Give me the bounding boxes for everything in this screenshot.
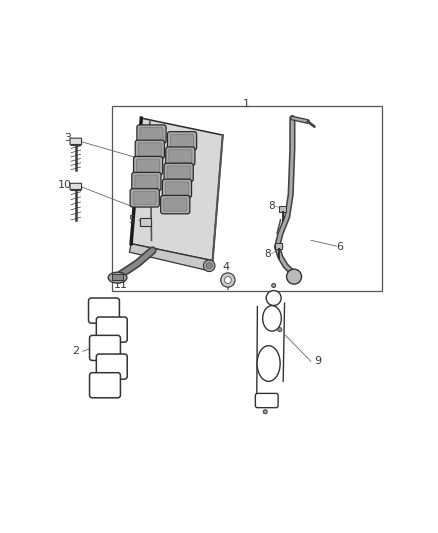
Circle shape: [278, 328, 282, 332]
FancyBboxPatch shape: [89, 335, 120, 360]
Circle shape: [272, 284, 276, 287]
FancyBboxPatch shape: [170, 134, 194, 147]
FancyBboxPatch shape: [169, 150, 192, 163]
FancyBboxPatch shape: [166, 147, 195, 165]
FancyBboxPatch shape: [130, 189, 159, 207]
Circle shape: [224, 277, 231, 284]
Ellipse shape: [263, 305, 281, 331]
FancyBboxPatch shape: [89, 373, 120, 398]
FancyBboxPatch shape: [135, 140, 164, 158]
Text: 5: 5: [129, 215, 136, 225]
Circle shape: [266, 290, 281, 305]
Text: 4: 4: [223, 262, 230, 272]
FancyBboxPatch shape: [167, 166, 190, 179]
Text: 11: 11: [114, 280, 128, 290]
Bar: [140, 217, 151, 225]
FancyBboxPatch shape: [166, 182, 188, 195]
Bar: [113, 106, 382, 291]
Polygon shape: [131, 118, 223, 261]
FancyBboxPatch shape: [88, 298, 120, 323]
Ellipse shape: [108, 272, 127, 283]
FancyBboxPatch shape: [137, 125, 166, 143]
Circle shape: [263, 410, 267, 414]
Text: 8: 8: [265, 249, 271, 259]
Circle shape: [221, 273, 235, 287]
Text: 2: 2: [72, 346, 79, 357]
FancyBboxPatch shape: [164, 163, 193, 182]
FancyBboxPatch shape: [96, 354, 127, 379]
Circle shape: [203, 260, 215, 271]
FancyBboxPatch shape: [137, 159, 159, 172]
Ellipse shape: [257, 346, 280, 381]
Circle shape: [206, 263, 212, 269]
Polygon shape: [130, 244, 212, 271]
Text: 10: 10: [58, 180, 72, 190]
FancyBboxPatch shape: [167, 132, 197, 150]
FancyBboxPatch shape: [134, 157, 162, 175]
Text: 7: 7: [224, 282, 231, 292]
Bar: [279, 206, 286, 212]
FancyBboxPatch shape: [162, 179, 191, 198]
Text: 1: 1: [243, 99, 250, 109]
FancyBboxPatch shape: [96, 317, 127, 342]
FancyBboxPatch shape: [135, 175, 158, 188]
FancyBboxPatch shape: [138, 143, 161, 156]
FancyBboxPatch shape: [132, 172, 161, 191]
FancyBboxPatch shape: [70, 138, 81, 145]
FancyBboxPatch shape: [161, 196, 190, 214]
Text: 9: 9: [314, 357, 321, 367]
FancyBboxPatch shape: [255, 393, 278, 408]
FancyBboxPatch shape: [133, 191, 156, 204]
FancyBboxPatch shape: [140, 127, 163, 141]
FancyBboxPatch shape: [70, 183, 81, 190]
Text: 3: 3: [64, 133, 71, 143]
FancyBboxPatch shape: [164, 198, 187, 211]
Text: 6: 6: [336, 242, 343, 252]
Circle shape: [286, 269, 301, 284]
Bar: [276, 244, 282, 249]
Text: 8: 8: [268, 201, 275, 212]
Bar: [113, 273, 123, 280]
